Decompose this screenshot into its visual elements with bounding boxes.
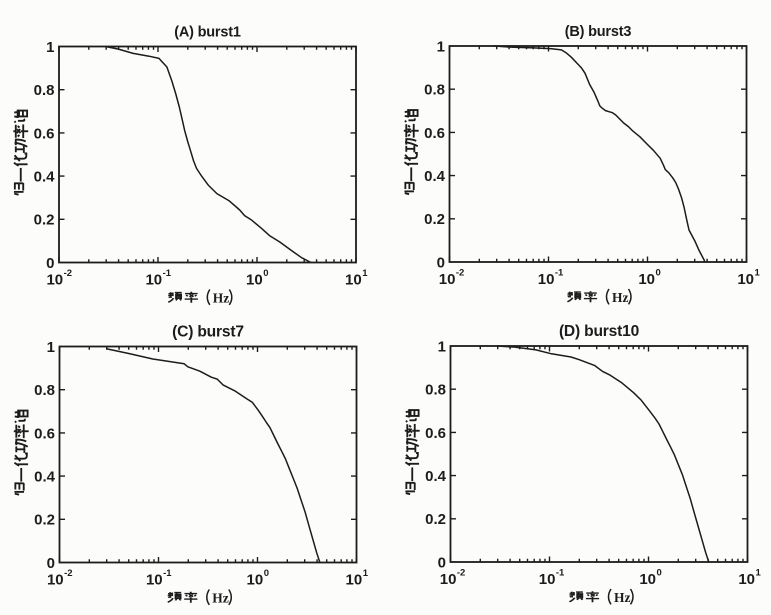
svg-text:0.2: 0.2	[425, 511, 446, 528]
svg-text:-2: -2	[456, 268, 464, 279]
svg-text:1: 1	[46, 39, 54, 56]
svg-text:-1: -1	[555, 268, 564, 279]
svg-text:10: 10	[46, 272, 63, 289]
svg-text:10: 10	[439, 271, 456, 288]
svg-text:0.4: 0.4	[425, 468, 447, 485]
svg-text:10: 10	[47, 572, 64, 589]
svg-text:0: 0	[657, 568, 662, 579]
svg-text:0.2: 0.2	[424, 211, 445, 228]
svg-text:0: 0	[264, 568, 269, 579]
svg-text:10: 10	[146, 572, 163, 589]
svg-text:10: 10	[145, 272, 162, 289]
svg-text:0.8: 0.8	[34, 82, 55, 99]
svg-text:10: 10	[246, 272, 263, 289]
svg-text:0.8: 0.8	[34, 382, 55, 399]
svg-text:-2: -2	[457, 568, 465, 579]
svg-text:0.6: 0.6	[425, 425, 446, 442]
svg-text:(D) burst10: (D) burst10	[559, 323, 640, 340]
svg-text:Hz: Hz	[212, 591, 229, 606]
svg-text:-2: -2	[64, 268, 72, 279]
svg-text:10: 10	[638, 271, 655, 288]
svg-text:0: 0	[263, 268, 268, 279]
svg-text:0.4: 0.4	[34, 169, 56, 186]
svg-text:(B) burst3: (B) burst3	[565, 24, 632, 40]
svg-text:1: 1	[47, 339, 55, 356]
svg-text:0.8: 0.8	[425, 382, 446, 399]
svg-text:10: 10	[345, 272, 362, 289]
svg-text:10: 10	[247, 572, 264, 589]
svg-text:0: 0	[438, 554, 446, 571]
svg-text:(C) burst7: (C) burst7	[172, 323, 244, 340]
svg-text:0: 0	[437, 254, 445, 271]
svg-text:-1: -1	[556, 568, 565, 579]
svg-text:10: 10	[737, 271, 754, 288]
svg-text:0.6: 0.6	[34, 425, 55, 442]
svg-text:Hz: Hz	[614, 590, 631, 605]
svg-text:Hz: Hz	[612, 290, 629, 305]
svg-text:(A) burst1: (A) burst1	[174, 24, 241, 40]
svg-text:Hz: Hz	[213, 291, 230, 306]
svg-text:-1: -1	[163, 568, 172, 579]
svg-text:-2: -2	[64, 568, 72, 579]
svg-text:0.8: 0.8	[424, 82, 445, 99]
svg-text:1: 1	[756, 568, 762, 579]
svg-text:10: 10	[538, 271, 555, 288]
svg-text:1: 1	[362, 268, 368, 279]
svg-text:0.4: 0.4	[34, 469, 56, 486]
svg-text:0: 0	[47, 555, 55, 572]
svg-text:0.4: 0.4	[424, 168, 446, 185]
svg-text:0.6: 0.6	[424, 125, 445, 142]
svg-text:1: 1	[437, 38, 445, 55]
svg-text:0.2: 0.2	[34, 512, 55, 529]
svg-text:1: 1	[438, 338, 446, 355]
svg-text:0.2: 0.2	[34, 212, 55, 229]
svg-text:0: 0	[656, 268, 661, 279]
svg-text:0.6: 0.6	[34, 125, 55, 142]
svg-text:0: 0	[46, 255, 54, 272]
svg-text:10: 10	[539, 571, 556, 588]
svg-text:10: 10	[440, 571, 457, 588]
svg-text:10: 10	[738, 571, 755, 588]
svg-text:10: 10	[346, 572, 363, 589]
svg-text:-1: -1	[163, 268, 172, 279]
svg-text:10: 10	[639, 571, 656, 588]
svg-text:1: 1	[755, 268, 761, 279]
svg-text:1: 1	[363, 568, 369, 579]
